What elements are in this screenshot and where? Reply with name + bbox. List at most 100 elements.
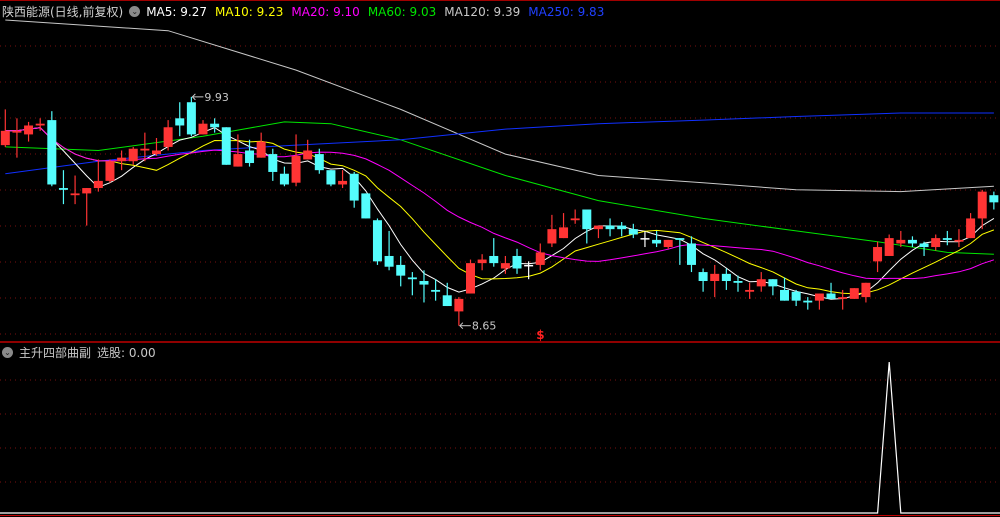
candle-body [919, 243, 929, 248]
candle [861, 282, 871, 303]
candle [349, 171, 359, 208]
candle-body [814, 293, 824, 301]
candle-body [593, 225, 603, 230]
candle-body [756, 279, 766, 287]
candle-body [954, 239, 964, 242]
candle-body [721, 273, 731, 282]
candle [268, 148, 278, 181]
candle [593, 225, 603, 239]
candle-body [58, 188, 68, 190]
candle [803, 297, 813, 310]
candle [303, 139, 313, 160]
candle [489, 238, 499, 267]
candle-body [942, 238, 952, 240]
candle [686, 236, 696, 273]
candle [24, 121, 34, 142]
candle [896, 230, 906, 248]
candle [163, 120, 173, 151]
candle-body [47, 120, 57, 185]
candle [454, 297, 464, 326]
candle-body [477, 259, 487, 264]
candle-body [663, 239, 673, 248]
candle-body [873, 247, 883, 262]
candle [58, 170, 68, 205]
candle-body [686, 243, 696, 265]
candle-body [419, 281, 429, 285]
candle [838, 289, 848, 310]
price-label-low: 8.65 [472, 320, 497, 333]
candle-body [652, 239, 662, 244]
candle [419, 270, 429, 303]
candle-body [977, 191, 987, 219]
candle-body [861, 282, 871, 298]
candle-body [884, 238, 894, 256]
candle [617, 222, 627, 237]
ma-legend-item: MA5: 9.27 [146, 4, 207, 19]
candle [570, 209, 580, 224]
candle-body [82, 188, 92, 194]
candle-body [931, 238, 941, 248]
candle-body [326, 170, 336, 185]
candle-body [256, 141, 266, 158]
candle [873, 241, 883, 273]
ma20-line [5, 127, 995, 280]
price-label-high: 9.93 [204, 91, 229, 104]
candle [745, 282, 755, 299]
candle-body [349, 173, 359, 201]
candle [279, 166, 289, 187]
candle [791, 289, 801, 307]
candle [12, 118, 22, 158]
candle-body [989, 195, 999, 203]
candle-body [314, 154, 324, 171]
candle-body [733, 281, 743, 283]
candle-body [466, 263, 475, 294]
candle-body [35, 123, 45, 126]
candle [93, 159, 103, 192]
candle-body [12, 130, 22, 133]
candle [0, 109, 10, 147]
chevron-down-icon[interactable]: ⌄ [2, 347, 13, 358]
candle-body [535, 252, 545, 265]
candle-body [175, 118, 185, 126]
candle-body [210, 123, 220, 128]
candle [535, 243, 545, 271]
candle [105, 159, 115, 183]
stock-title: 陕西能源(日线,前复权) [2, 5, 124, 19]
candle-body [803, 300, 813, 303]
main-header: 陕西能源(日线,前复权) ⌄ MA5: 9.27 MA10: 9.23 MA20: … [2, 3, 604, 20]
candle-body [570, 218, 580, 221]
candle-body [698, 272, 708, 282]
candle [245, 139, 255, 167]
candle-body [105, 161, 115, 181]
candle-body [128, 148, 138, 162]
candle-body [268, 154, 278, 172]
candle-body [710, 273, 720, 282]
candle [652, 230, 662, 248]
ma-legend-item: MA60: 9.03 [367, 4, 437, 19]
candle-body [221, 127, 231, 165]
candle [663, 239, 673, 249]
arrow-left-icon [191, 93, 196, 101]
candle [559, 213, 569, 239]
candle [128, 146, 138, 165]
candle [198, 120, 208, 135]
candle-body [605, 225, 615, 230]
candle [977, 189, 987, 230]
candle [942, 230, 952, 246]
candle-body [675, 238, 685, 240]
ma120-line [5, 19, 994, 193]
chevron-down-icon[interactable]: ⌄ [129, 6, 141, 17]
candle-body [907, 239, 917, 244]
candle-body [524, 264, 534, 267]
ma-legend: MA5: 9.27 MA10: 9.23 MA20: 9.10 MA60: 9.03 M… [146, 5, 604, 19]
candle [675, 238, 685, 265]
candle [966, 213, 976, 239]
candle-body [547, 229, 557, 244]
candle-body [617, 225, 627, 230]
candle [884, 234, 894, 256]
candle [477, 254, 487, 271]
candle-body [24, 125, 34, 135]
candle [466, 259, 475, 294]
candle [954, 229, 964, 248]
